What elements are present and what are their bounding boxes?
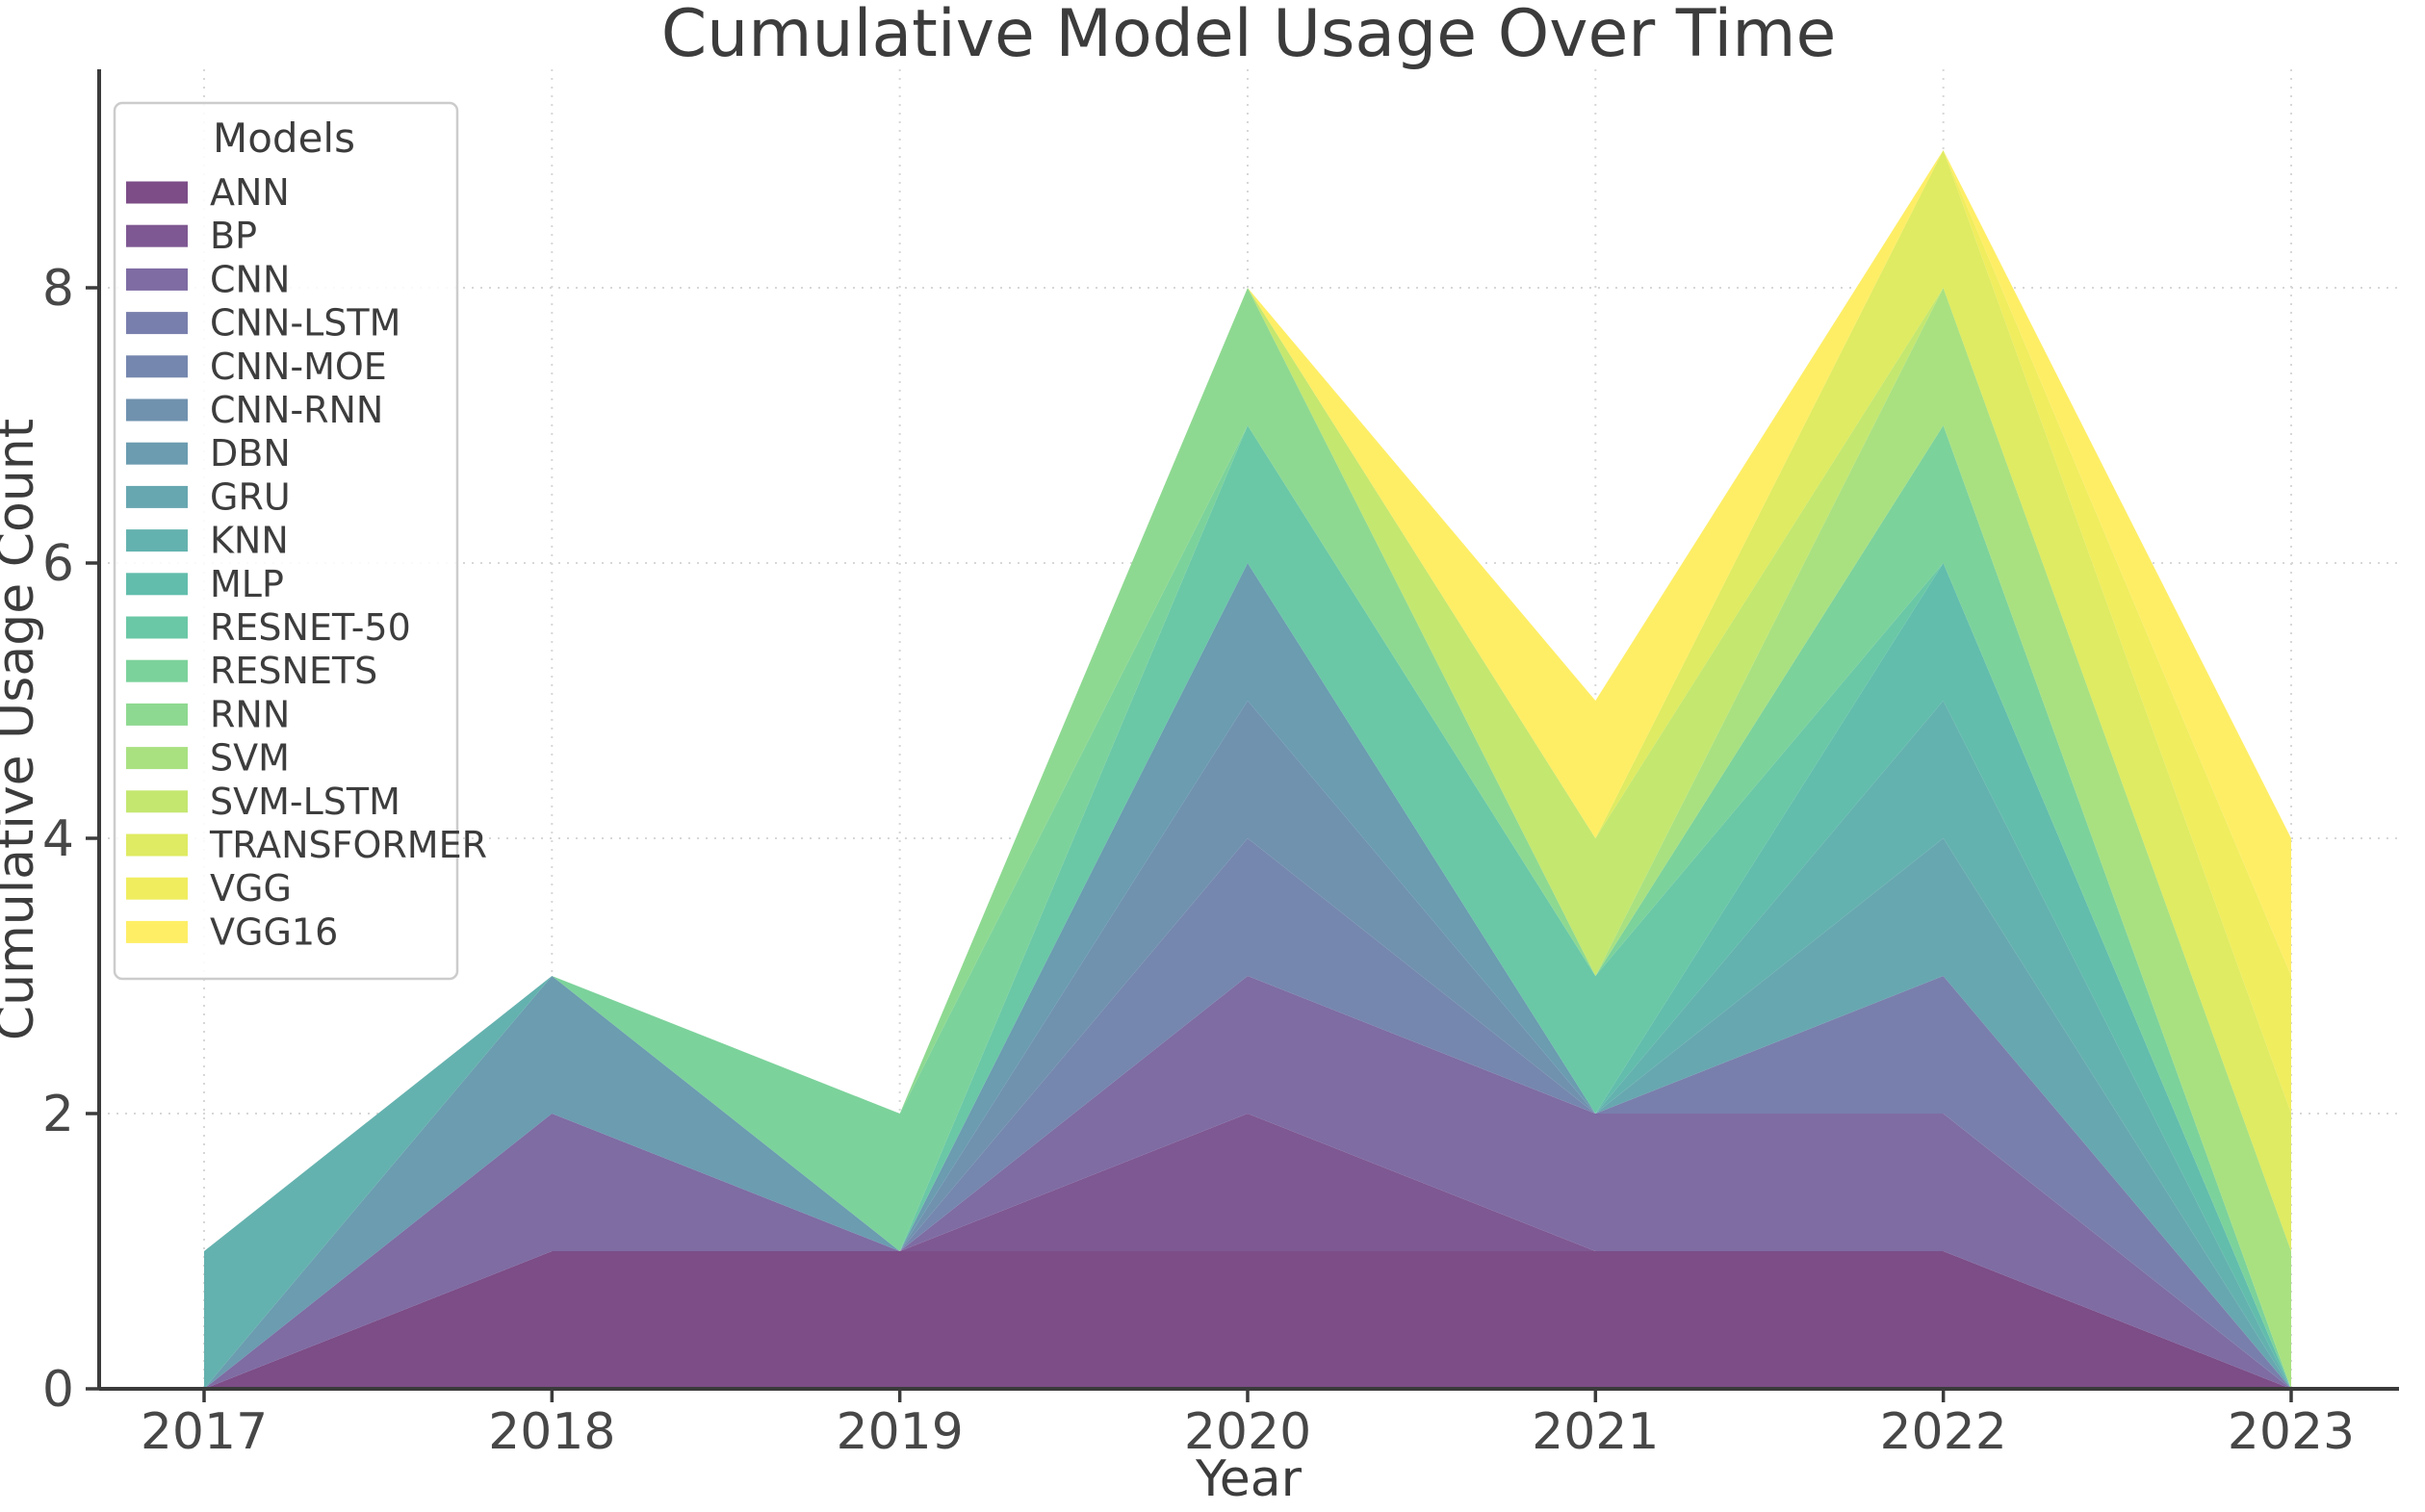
legend-item: VGG16 (126, 910, 338, 953)
legend-swatch-CNN-RNN (126, 398, 188, 422)
legend-item: DBN (126, 432, 291, 474)
x-tick-label: 2022 (1879, 1403, 2006, 1461)
series-band-CNN-RNN (204, 701, 2291, 1389)
y-tick-label: 2 (42, 1086, 74, 1143)
x-tick-label: 2021 (1532, 1403, 1659, 1461)
legend-swatch-GRU (126, 485, 188, 508)
legend-swatch-RESNET-50 (126, 616, 188, 639)
y-tick-label: 0 (42, 1361, 74, 1419)
legend-swatch-DBN (126, 442, 188, 465)
stacked-area-bands (204, 150, 2291, 1389)
legend-label-RESNETS: RESNETS (210, 650, 377, 692)
legend-item: SVM (126, 737, 290, 780)
legend-swatch-BP (126, 224, 188, 247)
legend-item: CNN (126, 258, 290, 300)
legend-label-TRANSFORMER: TRANSFORMER (209, 824, 487, 866)
legend-item: RNN (126, 693, 290, 735)
legend-item: SVM-LSTM (126, 781, 400, 823)
legend-swatch-KNN (126, 529, 188, 552)
y-tick-label: 8 (42, 260, 74, 318)
legend-label-CNN-MOE: CNN-MOE (210, 346, 387, 388)
x-axis-label: Year (1195, 1450, 1303, 1508)
x-tick-label: 2018 (488, 1403, 615, 1461)
legend-item: CNN-LSTM (126, 302, 400, 345)
series-band-CNN (204, 976, 2291, 1389)
legend-swatch-RNN (126, 703, 188, 726)
legend-label-RNN: RNN (210, 693, 290, 735)
legend-swatch-VGG (126, 877, 188, 900)
legend-label-ANN: ANN (210, 171, 290, 214)
legend-item: CNN-MOE (126, 346, 387, 388)
legend-swatch-SVM (126, 747, 188, 770)
series-band-CNN-MOE (204, 838, 2291, 1389)
legend-swatch-VGG16 (126, 920, 188, 943)
legend-items: ANNBPCNNCNN-LSTMCNN-MOECNN-RNNDBNGRUKNNM… (126, 171, 487, 953)
legend-label-CNN-LSTM: CNN-LSTM (210, 302, 400, 345)
x-tick-label: 2023 (2228, 1403, 2355, 1461)
legend-swatch-RESNETS (126, 659, 188, 682)
x-tick-label: 2020 (1184, 1403, 1311, 1461)
legend-box (113, 101, 459, 981)
legend-item: BP (126, 215, 257, 257)
legend-swatch-TRANSFORMER (126, 833, 188, 857)
legend-swatch-MLP (126, 573, 188, 596)
legend-label-KNN: KNN (210, 520, 289, 562)
series-band-ANN (204, 1251, 2291, 1389)
y-tick-label: 4 (42, 810, 74, 868)
legend-label-VGG: VGG (210, 867, 292, 910)
legend-label-GRU: GRU (210, 475, 291, 518)
legend-label-DBN: DBN (210, 432, 291, 474)
legend-item: VGG (126, 867, 292, 910)
legend-swatch-ANN (126, 181, 188, 204)
legend-item: MLP (126, 563, 284, 605)
legend-swatch-CNN-MOE (126, 355, 188, 378)
legend: Models ANNBPCNNCNN-LSTMCNN-MOECNN-RNNDBN… (113, 101, 487, 981)
series-band-DBN (204, 563, 2291, 1389)
legend-swatch-CNN-LSTM (126, 312, 188, 335)
legend-item: CNN-RNN (126, 389, 383, 431)
x-tick-label: 2019 (836, 1403, 963, 1461)
y-tick-label: 6 (42, 535, 74, 593)
legend-item: ANN (126, 171, 290, 214)
legend-label-VGG16: VGG16 (210, 910, 338, 953)
legend-label-CNN: CNN (210, 258, 290, 300)
y-axis-label: Cumulative Usage Count (0, 419, 45, 1040)
legend-label-SVM-LSTM: SVM-LSTM (210, 781, 400, 823)
legend-label-BP: BP (210, 215, 257, 257)
legend-item: RESNET-50 (126, 606, 411, 649)
series-band-VGG16 (204, 150, 2291, 1251)
legend-item: TRANSFORMER (126, 824, 487, 866)
legend-item: KNN (126, 520, 289, 562)
series-band-GRU (204, 563, 2291, 1389)
legend-swatch-CNN (126, 268, 188, 291)
series-band-BP (204, 1114, 2291, 1389)
legend-item: RESNETS (126, 650, 377, 692)
legend-label-SVM: SVM (210, 737, 290, 780)
series-band-CNN-LSTM (204, 976, 2291, 1389)
legend-title: Models (213, 115, 355, 162)
chart-title: Cumulative Model Usage Over Time (661, 0, 1837, 72)
legend-label-RESNET-50: RESNET-50 (210, 606, 411, 649)
legend-item: GRU (126, 475, 291, 518)
tick-layer: 0 2 4 6 8 2017 2018 2019 2020 2021 2022 2023 (42, 260, 2355, 1461)
legend-swatch-SVM-LSTM (126, 790, 188, 813)
x-tick-label: 2017 (141, 1403, 268, 1461)
legend-label-CNN-RNN: CNN-RNN (210, 389, 383, 431)
legend-label-MLP: MLP (210, 563, 284, 605)
